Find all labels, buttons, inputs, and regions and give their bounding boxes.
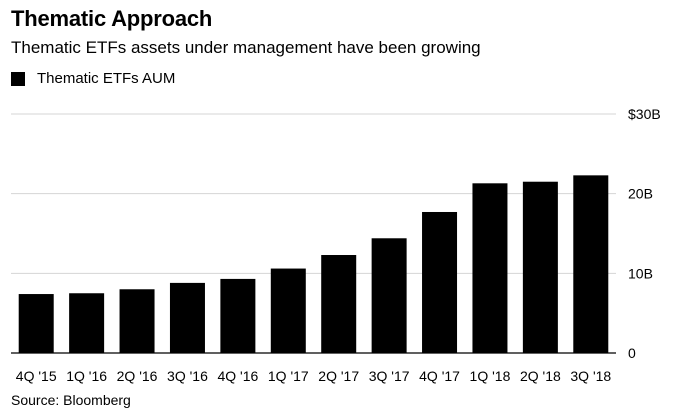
bar <box>472 183 508 353</box>
x-tick-label: 1Q '16 <box>66 368 107 384</box>
bar <box>422 211 458 353</box>
bar <box>321 255 357 353</box>
source-note: Source: Bloomberg <box>11 392 131 408</box>
bar <box>220 278 256 353</box>
y-tick-label: 0 <box>628 345 636 361</box>
x-tick-label: 1Q '17 <box>268 368 309 384</box>
legend-label: Thematic ETFs AUM <box>37 70 176 87</box>
x-tick-label: 1Q '18 <box>470 368 511 384</box>
bar <box>69 293 105 353</box>
gridlines <box>11 113 616 354</box>
x-tick-label: 4Q '16 <box>217 368 258 384</box>
bars <box>18 175 609 353</box>
y-axis-ticks: 0 10B 20B $30B <box>628 106 661 361</box>
bar <box>573 175 609 353</box>
bar <box>270 268 306 353</box>
chart-subtitle: Thematic ETFs assets under management ha… <box>11 38 481 57</box>
x-axis-ticks: 4Q '15 1Q '16 2Q '16 3Q '16 4Q '16 1Q '17 2Q '… <box>16 368 612 384</box>
x-tick-label: 4Q '15 <box>16 368 57 384</box>
x-tick-label: 3Q '17 <box>369 368 410 384</box>
x-tick-label: 2Q '16 <box>117 368 158 384</box>
x-tick-label: 2Q '17 <box>318 368 359 384</box>
legend-swatch <box>11 71 25 86</box>
x-tick-label: 2Q '18 <box>520 368 561 384</box>
x-tick-label: 3Q '18 <box>570 368 611 384</box>
y-tick-label: 20B <box>628 186 653 202</box>
chart-legend: Thematic ETFs AUM <box>11 70 175 87</box>
chart-title: Thematic Approach <box>11 6 213 31</box>
bar <box>18 294 54 353</box>
y-tick-label: $30B <box>628 106 661 122</box>
y-tick-label: 10B <box>628 265 653 281</box>
x-tick-label: 4Q '17 <box>419 368 460 384</box>
bar <box>169 282 205 353</box>
bar <box>522 181 558 353</box>
x-tick-label: 3Q '16 <box>167 368 208 384</box>
bar <box>119 289 155 353</box>
bar <box>371 238 407 353</box>
